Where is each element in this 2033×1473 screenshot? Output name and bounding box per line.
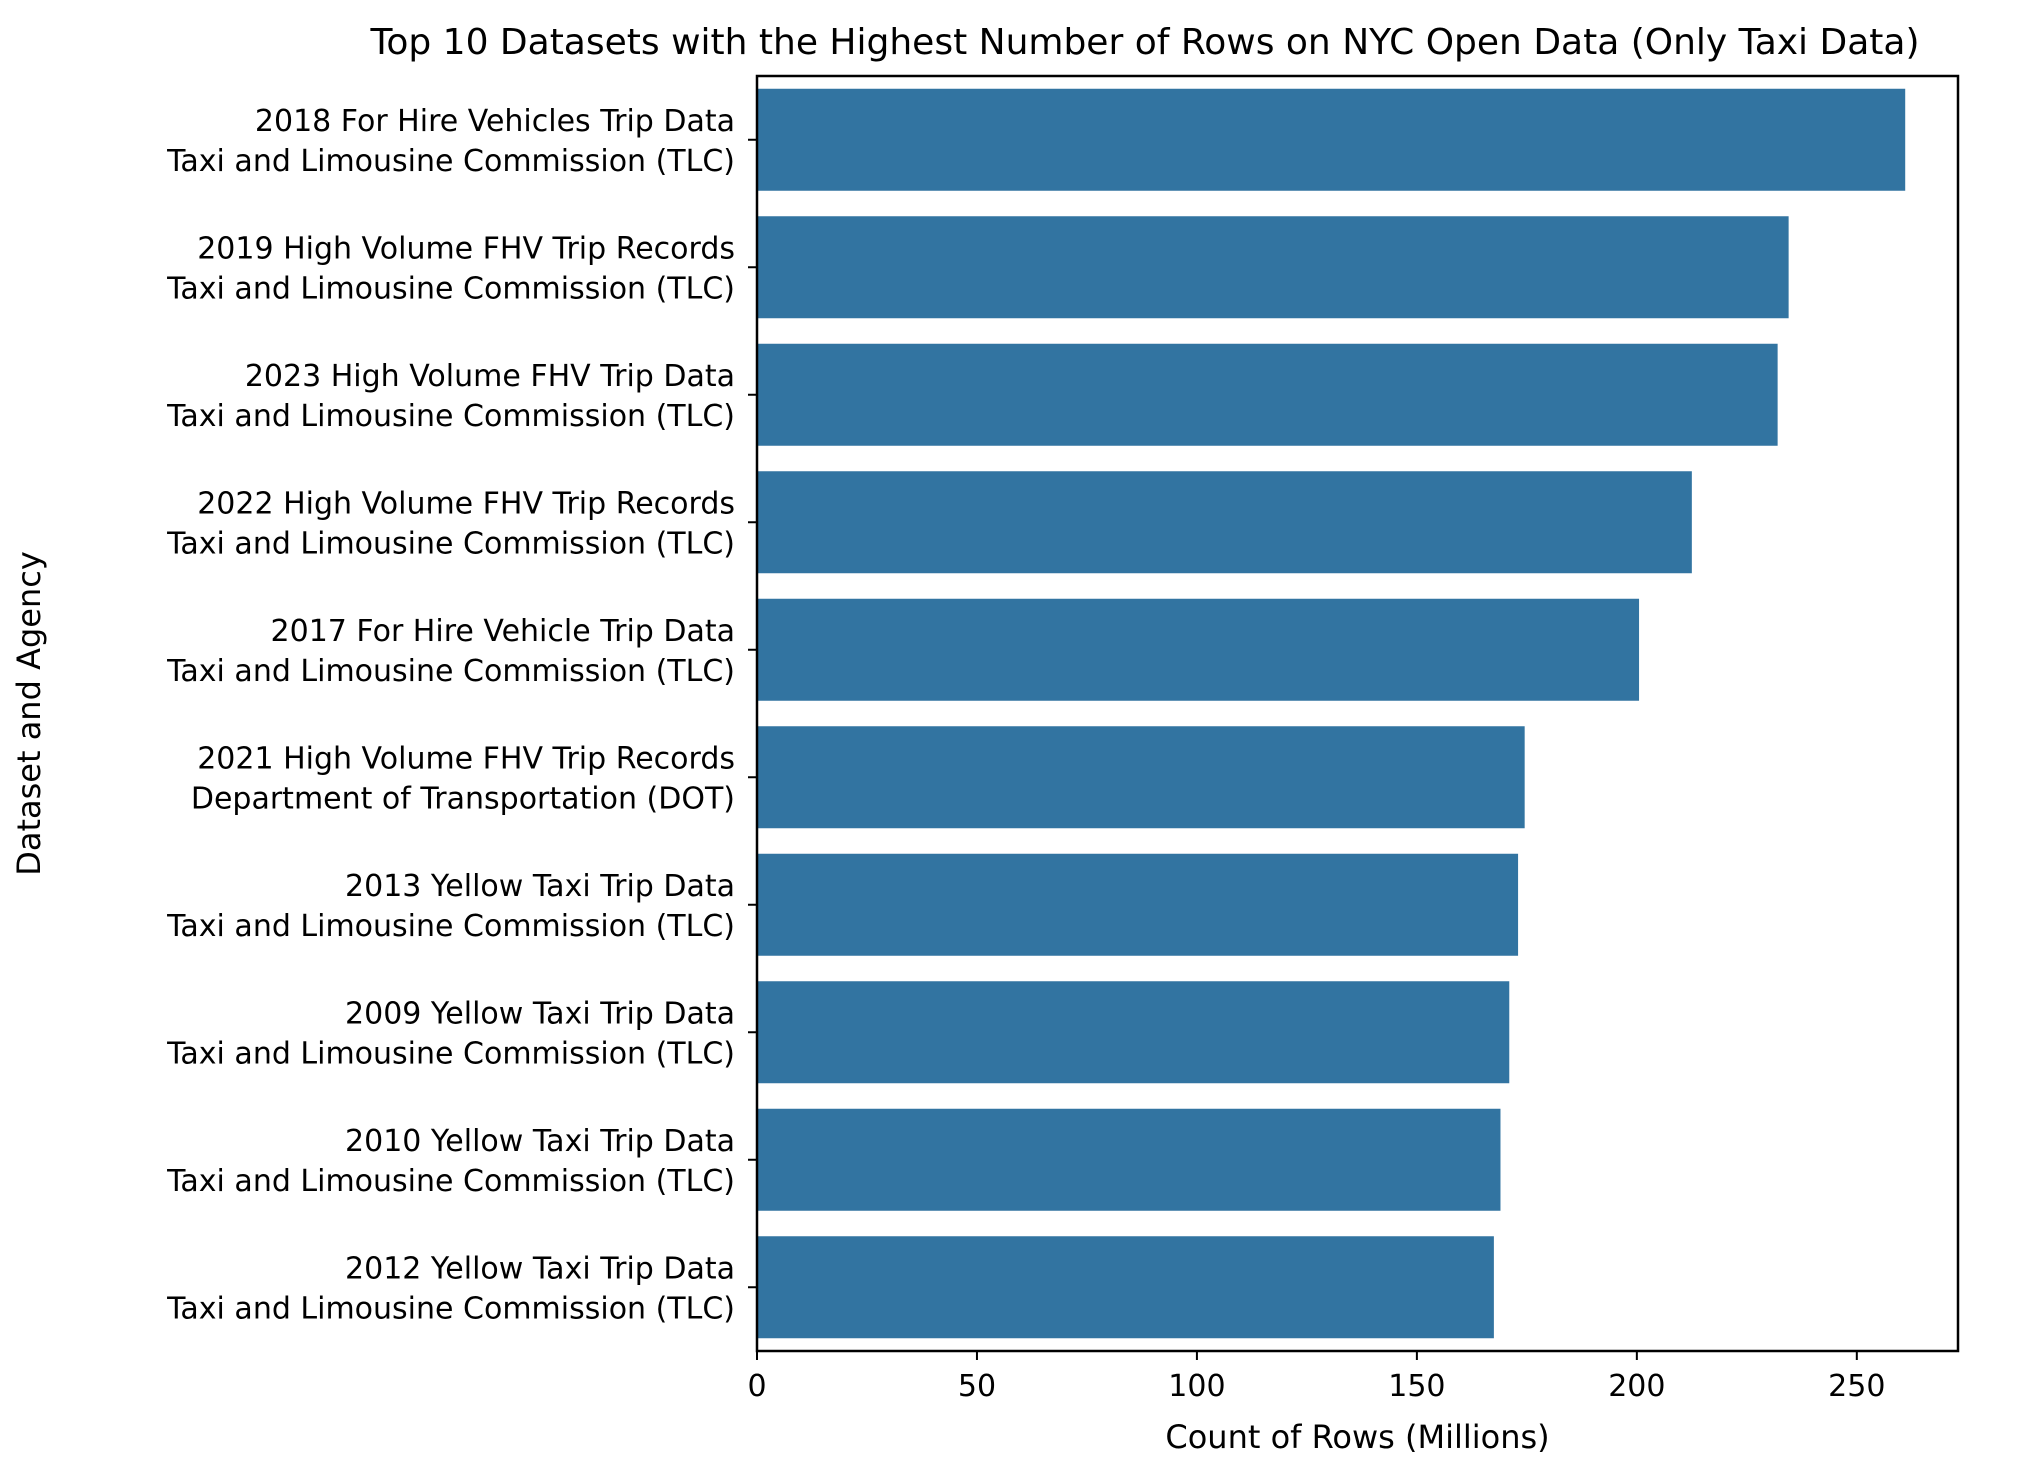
bar-6 bbox=[757, 726, 1525, 829]
y-tick-label-line: 2012 Yellow Taxi Trip Data bbox=[345, 1251, 735, 1286]
y-tick-label: 2017 For Hire Vehicle Trip Data Taxi and … bbox=[166, 614, 735, 689]
bars-group bbox=[757, 88, 1906, 1339]
y-tick-label-line: Taxi and Limousine Commission (TLC) bbox=[166, 526, 735, 561]
y-tick-label-line: Taxi and Limousine Commission (TLC) bbox=[166, 271, 735, 306]
y-tick-label: 2012 Yellow Taxi Trip Data Taxi and Limou… bbox=[166, 1251, 735, 1326]
bar-9 bbox=[757, 1108, 1501, 1211]
y-tick-label-line: 2023 High Volume FHV Trip Data bbox=[245, 359, 735, 394]
y-tick-label-line: 2021 High Volume FHV Trip Records bbox=[197, 741, 735, 776]
x-tick-label: 50 bbox=[958, 1369, 996, 1404]
chart-title: Top 10 Datasets with the Highest Number … bbox=[369, 22, 1919, 63]
y-axis-label: Dataset and Agency bbox=[10, 551, 48, 876]
y-tick-label-line: Taxi and Limousine Commission (TLC) bbox=[166, 1036, 735, 1071]
bar-2 bbox=[757, 216, 1789, 319]
y-tick-label-line: Department of Transportation (DOT) bbox=[191, 781, 735, 816]
y-tick-label-line: Taxi and Limousine Commission (TLC) bbox=[166, 1291, 735, 1326]
x-tick-label: 200 bbox=[1608, 1369, 1665, 1404]
y-tick-label-line: 2013 Yellow Taxi Trip Data bbox=[345, 869, 735, 904]
y-tick-label: 2019 High Volume FHV Trip Records Taxi an… bbox=[166, 231, 735, 306]
y-tick-label-line: 2018 For Hire Vehicles Trip Data bbox=[255, 104, 735, 139]
bar-1 bbox=[757, 88, 1906, 191]
y-tick-label: 2010 Yellow Taxi Trip Data Taxi and Limou… bbox=[166, 1124, 735, 1199]
plot-frame bbox=[755, 74, 1960, 1353]
bar-7 bbox=[757, 853, 1519, 956]
x-tick-label: 150 bbox=[1388, 1369, 1445, 1404]
y-tick-label: 2013 Yellow Taxi Trip Data Taxi and Limou… bbox=[166, 869, 735, 944]
y-tick-label: 2023 High Volume FHV Trip Data Taxi and L… bbox=[166, 359, 735, 434]
bar-10 bbox=[757, 1236, 1494, 1339]
x-tick-label: 0 bbox=[747, 1369, 766, 1404]
y-axis-ticks: 2018 For Hire Vehicles Trip Data Taxi and… bbox=[166, 104, 757, 1326]
y-tick-label-line: 2009 Yellow Taxi Trip Data bbox=[345, 996, 735, 1031]
y-tick-label-line: 2022 High Volume FHV Trip Records bbox=[197, 486, 735, 521]
y-tick-label-line: 2010 Yellow Taxi Trip Data bbox=[345, 1124, 735, 1159]
y-tick-label: 2009 Yellow Taxi Trip Data Taxi and Limou… bbox=[166, 996, 735, 1071]
bar-4 bbox=[757, 471, 1692, 574]
bar-8 bbox=[757, 981, 1510, 1084]
y-tick-label-line: 2017 For Hire Vehicle Trip Data bbox=[271, 614, 735, 649]
y-tick-label: 2021 High Volume FHV Trip Records Departm… bbox=[191, 741, 735, 816]
x-axis-ticks: 0 50 100 150 200 250 bbox=[747, 1351, 1885, 1404]
y-tick-label: 2018 For Hire Vehicles Trip Data Taxi and… bbox=[166, 104, 735, 179]
x-tick-label: 100 bbox=[1168, 1369, 1225, 1404]
x-axis-label: Count of Rows (Millions) bbox=[1165, 1418, 1549, 1456]
y-tick-label-line: Taxi and Limousine Commission (TLC) bbox=[166, 399, 735, 434]
y-tick-label-line: Taxi and Limousine Commission (TLC) bbox=[166, 144, 735, 179]
y-tick-label-line: Taxi and Limousine Commission (TLC) bbox=[166, 654, 735, 689]
y-tick-label-line: 2019 High Volume FHV Trip Records bbox=[197, 231, 735, 266]
bar-5 bbox=[757, 598, 1640, 701]
y-tick-label-line: Taxi and Limousine Commission (TLC) bbox=[166, 909, 735, 944]
bar-3 bbox=[757, 343, 1778, 446]
x-tick-label: 250 bbox=[1828, 1369, 1885, 1404]
y-tick-label-line: Taxi and Limousine Commission (TLC) bbox=[166, 1164, 735, 1199]
y-tick-label: 2022 High Volume FHV Trip Records Taxi an… bbox=[166, 486, 735, 561]
